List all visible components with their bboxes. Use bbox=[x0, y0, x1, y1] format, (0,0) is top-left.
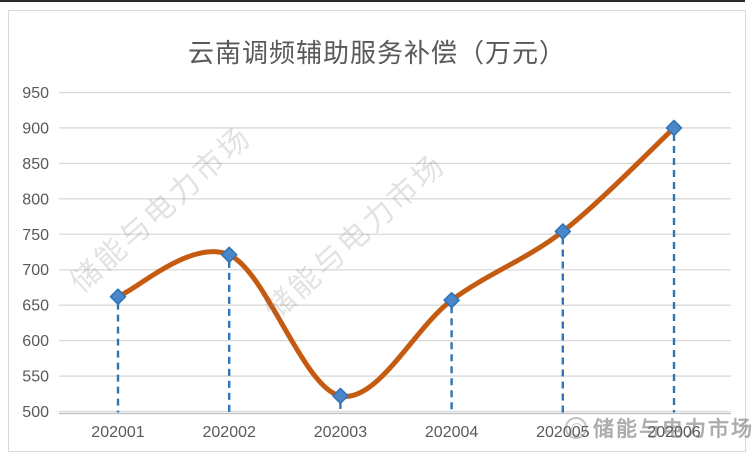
y-tick-label-750: 750 bbox=[22, 227, 49, 244]
data-point-marker-202004 bbox=[443, 291, 460, 309]
line-chart-plot: 500 550 600 650 700 750 800 850 900 950 202001 2020… bbox=[22, 85, 731, 441]
x-tick-label-202001: 202001 bbox=[91, 424, 144, 441]
x-tick-label-202005: 202005 bbox=[536, 424, 589, 441]
data-point-marker-202001 bbox=[109, 288, 127, 305]
y-tick-label-850: 850 bbox=[22, 156, 49, 173]
data-point-marker-202003 bbox=[332, 387, 349, 405]
data-point-marker-202005 bbox=[554, 223, 572, 240]
top-divider-line bbox=[0, 0, 745, 2]
y-tick-label-550: 550 bbox=[22, 369, 49, 386]
y-tick-label-950: 950 bbox=[22, 85, 49, 102]
y-tick-label-600: 600 bbox=[22, 333, 49, 350]
series-line bbox=[115, 125, 677, 399]
y-tick-label-800: 800 bbox=[22, 191, 49, 208]
data-point-marker-202006 bbox=[665, 119, 683, 137]
y-tick-label-900: 900 bbox=[22, 120, 49, 137]
y-tick-label-500: 500 bbox=[22, 404, 49, 421]
y-tick-label-700: 700 bbox=[22, 262, 49, 279]
chart-frame: 云南调频辅助服务补偿（万元） 500 550 600 650 700 750 800 850 9… bbox=[8, 10, 752, 452]
x-tick-label-202006: 202006 bbox=[647, 424, 700, 441]
data-point-marker-202002 bbox=[220, 246, 238, 264]
chart-title: 云南调频辅助服务补偿（万元） bbox=[187, 38, 566, 68]
y-tick-label-650: 650 bbox=[22, 298, 49, 315]
x-tick-label-202003: 202003 bbox=[314, 424, 367, 441]
x-tick-label-202004: 202004 bbox=[425, 424, 478, 441]
x-tick-label-202002: 202002 bbox=[203, 424, 256, 441]
